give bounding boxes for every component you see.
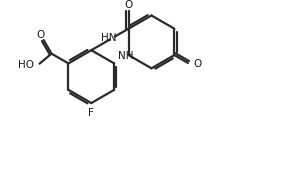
- Text: HO: HO: [18, 60, 34, 70]
- Text: NH: NH: [118, 51, 133, 61]
- Text: O: O: [37, 30, 45, 40]
- Text: O: O: [194, 59, 202, 69]
- Text: HN: HN: [101, 34, 117, 44]
- Text: O: O: [124, 0, 133, 10]
- Text: F: F: [88, 108, 94, 118]
